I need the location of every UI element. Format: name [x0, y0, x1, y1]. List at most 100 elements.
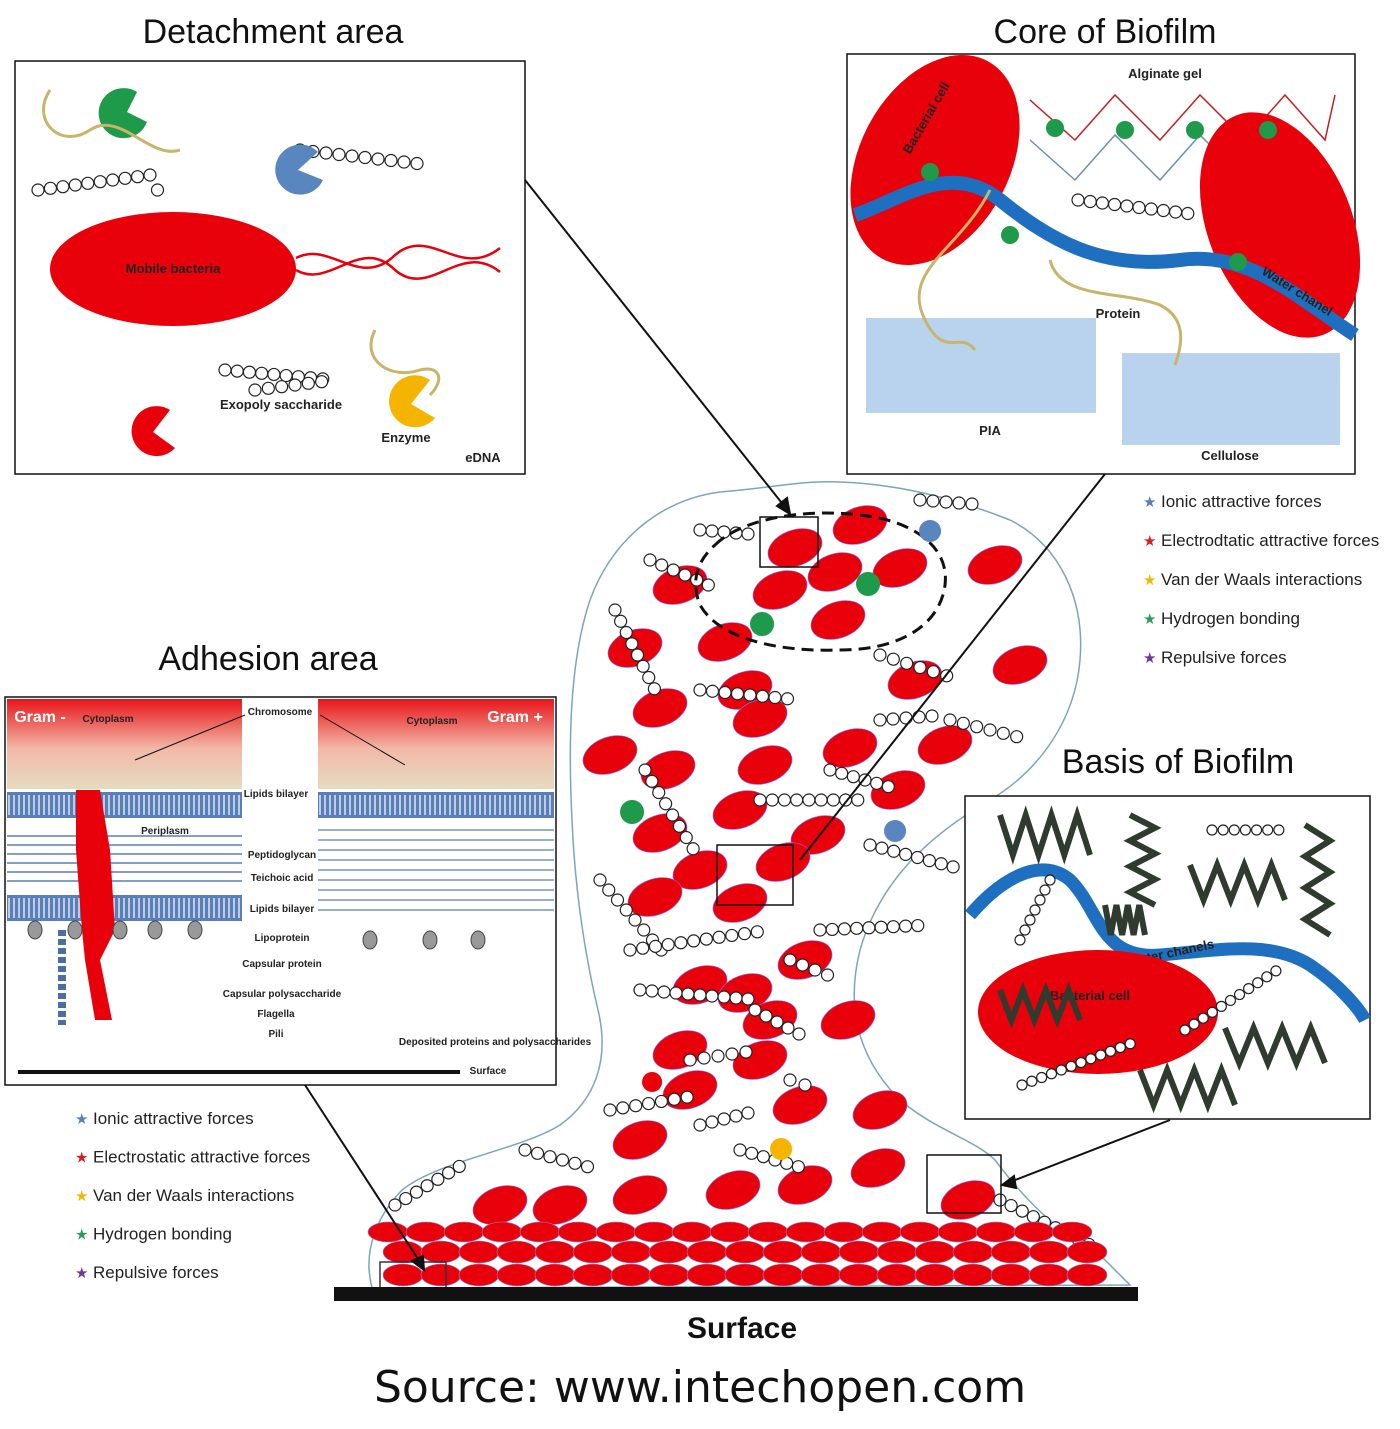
base-cell — [557, 1221, 599, 1243]
sugar-unit — [862, 921, 876, 935]
sugar-unit — [1197, 1012, 1209, 1024]
base-cell — [671, 1221, 713, 1243]
sugar-unit — [873, 648, 887, 662]
basis-title: Basis of Biofilm — [1062, 743, 1294, 781]
base-cell — [747, 1221, 789, 1243]
sugar-unit — [1273, 824, 1285, 836]
sugar-unit — [441, 1166, 456, 1180]
sugar-unit — [996, 726, 1010, 740]
polysaccharide-chain — [1071, 193, 1195, 221]
base-cell — [1028, 1240, 1070, 1264]
capsular-protein-icon — [422, 930, 438, 950]
base-cell — [937, 1221, 979, 1243]
yellow-enzyme-icon — [770, 1138, 793, 1160]
base-cell — [610, 1263, 652, 1287]
base-cell — [367, 1221, 409, 1243]
base-cell — [952, 1263, 994, 1287]
legend-item: ★ Repulsive forces — [1143, 648, 1287, 667]
sugar-unit — [912, 710, 926, 724]
sugar-unit — [717, 1112, 731, 1126]
protein-strand-icon — [369, 329, 441, 397]
sugar-unit — [56, 180, 70, 194]
base-cell — [595, 1221, 637, 1243]
bacterial-cell — [767, 528, 823, 568]
sugar-unit — [652, 785, 666, 800]
base-cell — [519, 1221, 561, 1243]
sugar-unit — [780, 692, 795, 706]
sugar-unit — [1004, 1198, 1018, 1213]
sugar-unit — [399, 1191, 413, 1206]
base-cell — [481, 1221, 523, 1243]
sugar-unit — [1179, 1024, 1191, 1036]
sugar-unit — [68, 178, 82, 192]
base-cell — [534, 1240, 576, 1264]
surface-bar — [334, 1287, 1138, 1301]
sugar-unit — [886, 712, 900, 726]
sugar-unit — [886, 652, 900, 666]
sugar-unit — [388, 1198, 402, 1212]
sugar-unit — [1014, 934, 1026, 946]
sugar-unit — [580, 1160, 595, 1174]
sugar-unit — [230, 364, 244, 378]
base-cell — [762, 1263, 804, 1287]
sugar-unit — [970, 720, 984, 734]
sugar-unit — [837, 922, 852, 936]
base-cell — [861, 1221, 903, 1243]
surface-label: Surface — [687, 1312, 797, 1345]
base-cell — [648, 1240, 690, 1264]
sugar-unit — [956, 716, 970, 730]
sugar-unit — [913, 493, 927, 507]
sugar-unit — [887, 844, 901, 858]
sugar-unit — [645, 984, 659, 998]
sugar-unit — [851, 793, 865, 807]
sugar-unit — [813, 923, 827, 937]
sugar-unit — [686, 842, 700, 856]
sugar-unit — [1015, 1204, 1029, 1218]
sugar-unit — [783, 1073, 797, 1087]
detachment-panel: Mobile bacteria Exopoly saccharide Enzym… — [14, 60, 526, 475]
legend-item: ★ Electrodtatic attractive forces — [1143, 531, 1379, 550]
base-cell — [572, 1263, 614, 1287]
sugar-unit — [687, 934, 701, 948]
sugar-unit — [593, 873, 607, 887]
bacterial-cell — [810, 600, 866, 640]
sugar-unit — [568, 1156, 582, 1170]
sugar-unit — [1239, 824, 1252, 836]
sugar-unit — [741, 527, 755, 541]
source-credit: Source: www.intechopen.com — [373, 1362, 1027, 1413]
star-icon: ★ — [75, 1110, 88, 1128]
alginate-gel-zigzag — [1029, 93, 1336, 142]
sugar-unit — [1261, 971, 1273, 983]
sugar-unit — [777, 793, 792, 807]
capsular-protein-icon — [470, 930, 486, 950]
legend-item: ★ Hydrogen bonding — [1143, 609, 1300, 628]
sugar-unit — [825, 922, 839, 937]
bacterial-cell — [850, 1148, 906, 1188]
sugar-unit — [814, 793, 828, 807]
sugar-unit — [1039, 884, 1051, 896]
capsular-protein-icon — [67, 920, 83, 940]
sugar-unit — [790, 793, 804, 807]
sugar-unit — [261, 381, 275, 395]
edna-label: eDNA — [465, 450, 501, 465]
adhesion-title: Adhesion area — [158, 640, 377, 678]
base-cell — [382, 1263, 424, 1287]
sugar-unit — [629, 1099, 643, 1113]
bacterial-cell — [582, 735, 638, 775]
sugar-unit — [874, 920, 888, 934]
base-cell — [572, 1240, 614, 1264]
sugar-unit — [623, 943, 637, 957]
cytoplasm-left-label: Cytoplasm — [82, 714, 133, 725]
base-cell — [1013, 1221, 1055, 1243]
sugar-unit — [1156, 203, 1171, 218]
sugar-unit — [739, 1045, 753, 1059]
base-cell — [823, 1221, 865, 1243]
sugar-unit — [1250, 824, 1263, 836]
blue-enzyme-icon — [919, 520, 942, 542]
sugar-unit — [693, 988, 707, 1002]
sugar-unit — [630, 648, 645, 662]
bacterial-cell — [870, 770, 926, 810]
sugar-unit — [711, 1049, 725, 1063]
sugar-unit — [397, 155, 411, 169]
sugar-unit — [781, 1021, 795, 1035]
